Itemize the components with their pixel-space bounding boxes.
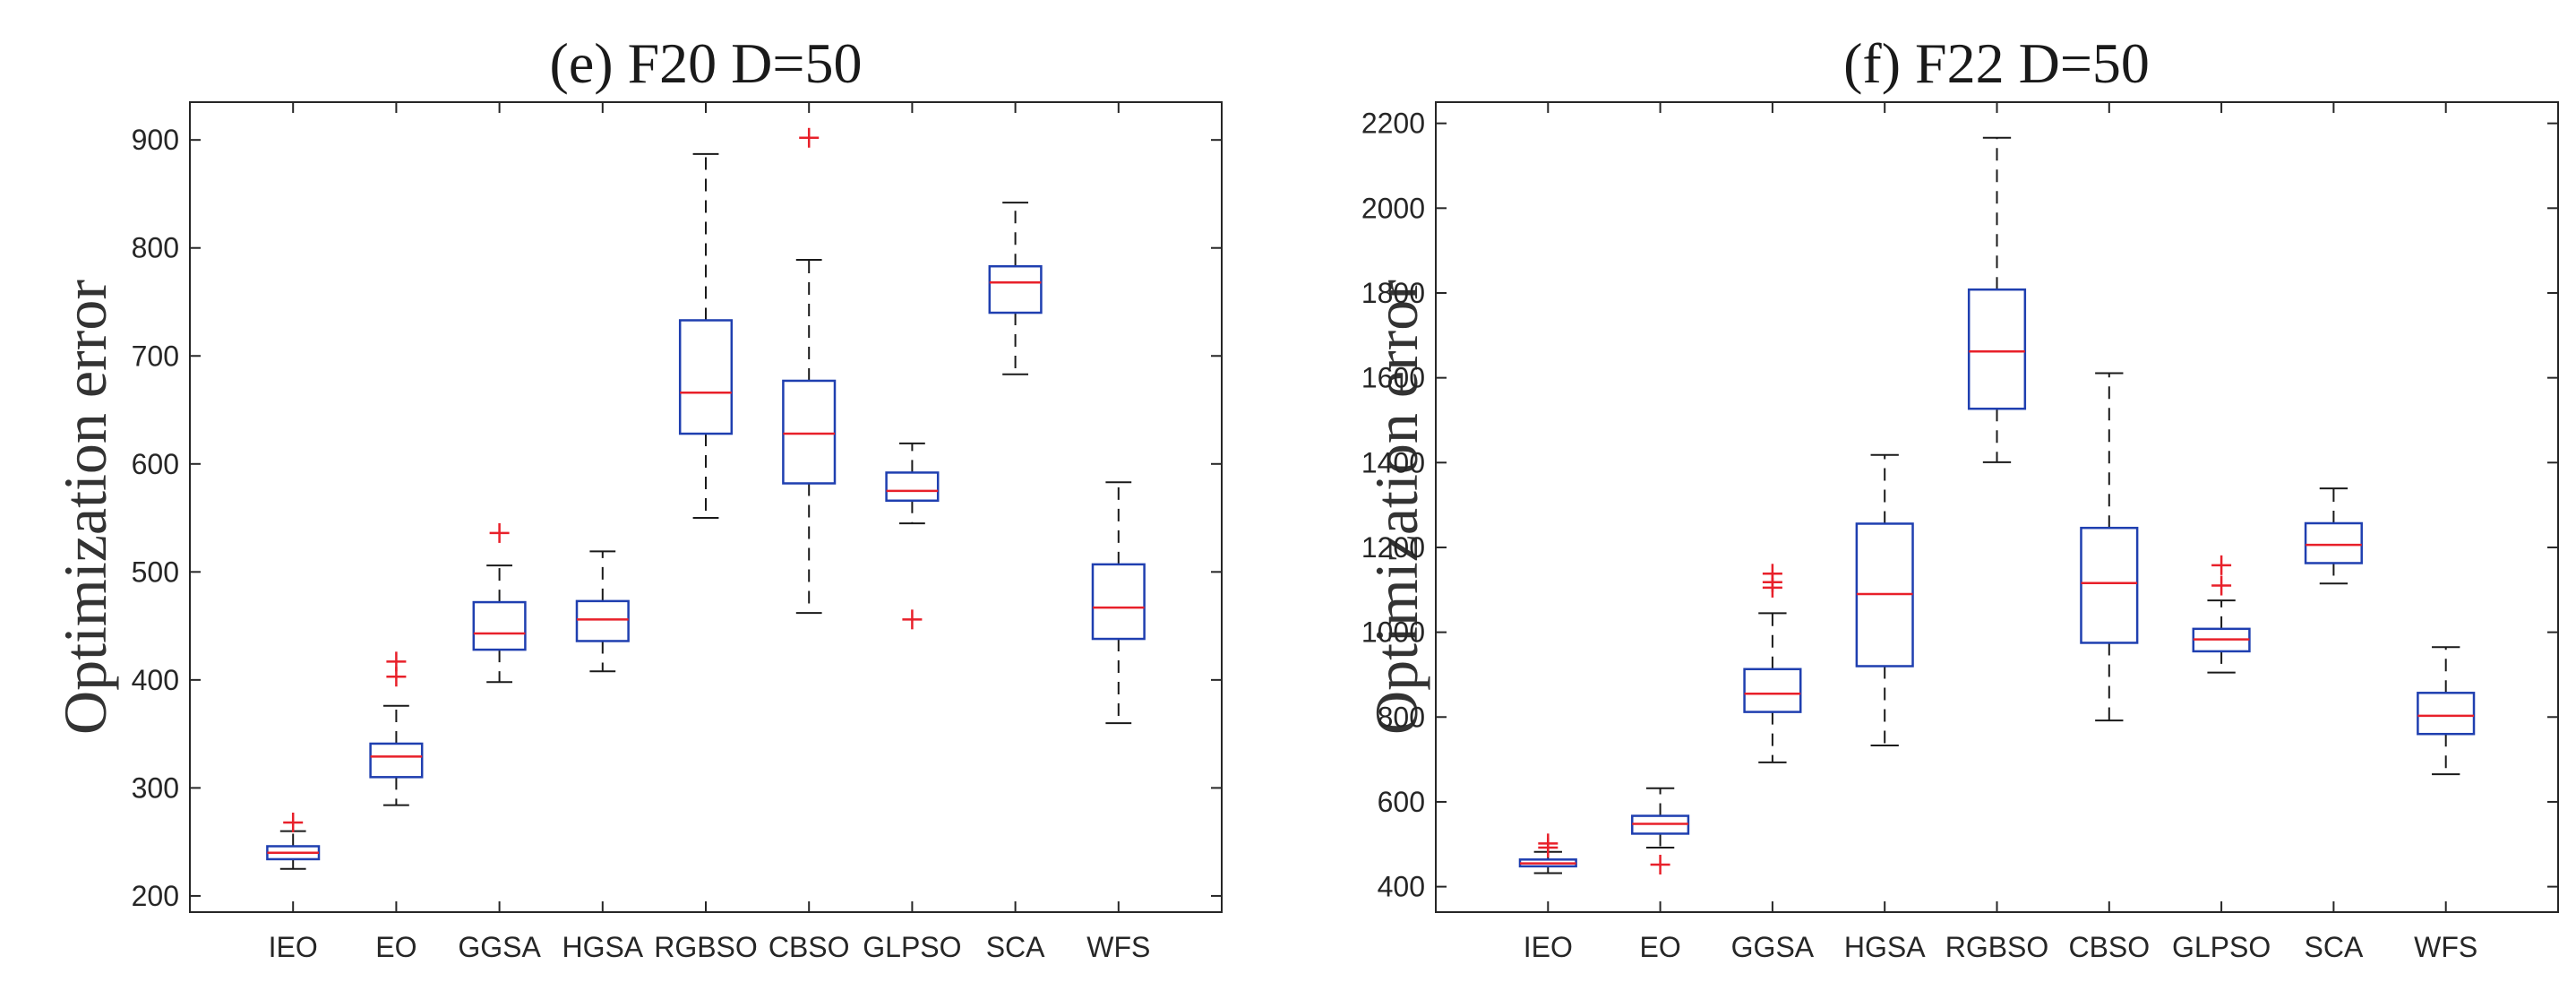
x-tick-label: IEO (269, 931, 318, 963)
x-tick-label: CBSO (2068, 931, 2150, 963)
x-tick-label: IEO (1524, 931, 1573, 963)
x-tick-label: GLPSO (2172, 931, 2271, 963)
y-tick-label: 700 (132, 340, 179, 372)
y-tick-label: 200 (132, 880, 179, 912)
box-ggsa: GGSA (458, 102, 541, 963)
y-tick-label: 1400 (1361, 446, 1425, 478)
box-glpso: GLPSO (2172, 102, 2271, 963)
x-tick-label: SCA (2305, 931, 2364, 963)
iqr-box (678, 319, 734, 435)
y-tick-label: 1600 (1361, 362, 1425, 394)
iqr-box (369, 742, 424, 779)
iqr-box (2080, 526, 2139, 644)
iqr-box (1743, 668, 1802, 713)
y-tick-label: 500 (132, 556, 179, 588)
box-hgsa: HGSA (1844, 102, 1926, 963)
outlier-marker (1650, 854, 1670, 874)
y-tick-label: 600 (132, 448, 179, 480)
y-tick-label: 1000 (1361, 616, 1425, 649)
iqr-box (1091, 563, 1146, 641)
box-eo: EO (1631, 102, 1690, 963)
iqr-box (2304, 521, 2363, 564)
chart-panel-e: (e) F20 D=50 Optimization error 200 300 400 5… (51, 31, 1223, 963)
outlier-marker (283, 812, 304, 832)
y-tick-label: 1200 (1361, 531, 1425, 564)
iqr-box (2417, 692, 2476, 736)
iqr-box (472, 600, 527, 651)
outlier-marker (1762, 564, 1782, 584)
x-tick-label: SCA (986, 931, 1045, 963)
x-tick-label: GGSA (1731, 931, 1815, 963)
y-tick-label: 400 (132, 664, 179, 696)
box-sca: SCA (986, 102, 1045, 963)
x-tick-label: HGSA (1844, 931, 1926, 963)
y-tick-label: 800 (132, 232, 179, 264)
box-eo: EO (369, 102, 424, 963)
chart-title: (f) F22 D=50 (1843, 31, 2150, 95)
y-tick-label: 1800 (1361, 277, 1425, 309)
box-cbso: CBSO (2068, 102, 2150, 963)
outlier-marker (386, 651, 407, 672)
outlier-marker (2211, 555, 2232, 575)
iqr-box (885, 471, 940, 503)
y-tick-label: 300 (132, 771, 179, 804)
x-tick-label: GGSA (458, 931, 541, 963)
chart-title: (e) F20 D=50 (550, 31, 863, 95)
box-glpso: GLPSO (863, 102, 962, 963)
box-ieo: IEO (266, 102, 321, 963)
box-ggsa: GGSA (1731, 102, 1815, 963)
y-tick-label: 400 (1378, 871, 1425, 903)
y-tick-label: 600 (1378, 786, 1425, 818)
x-tick-label: HGSA (562, 931, 643, 963)
box-ieo: IEO (1518, 102, 1577, 963)
outlier-marker (902, 609, 923, 630)
x-tick-label: CBSO (769, 931, 850, 963)
y-tick-label: 2200 (1361, 108, 1425, 140)
outlier-marker (799, 127, 820, 148)
x-tick-label: GLPSO (863, 931, 961, 963)
outlier-marker (489, 522, 510, 543)
x-tick-label: WFS (1086, 931, 1150, 963)
chart-panel-f: (f) F22 D=50 Optimization error 400 600 800 1… (1361, 31, 2559, 963)
iqr-box (1967, 288, 2027, 410)
box-cbso: CBSO (769, 102, 850, 963)
y-axis-label: Optimization error (51, 280, 119, 735)
iqr-box (988, 264, 1043, 314)
box-hgsa: HGSA (562, 102, 644, 963)
box-sca: SCA (2305, 102, 2364, 963)
iqr-box (782, 379, 837, 485)
box-wfs: WFS (1086, 102, 1150, 963)
x-tick-label: WFS (2414, 931, 2477, 963)
y-tick-label: 2000 (1361, 192, 1425, 224)
box-rgbso: RGBSO (1945, 102, 2049, 963)
y-tick-label: 900 (132, 124, 179, 156)
x-tick-label: EO (375, 931, 416, 963)
x-tick-label: RGBSO (654, 931, 758, 963)
outlier-marker (2211, 575, 2232, 596)
box-rgbso: RGBSO (654, 102, 758, 963)
x-tick-label: EO (1639, 931, 1680, 963)
y-tick-label: 800 (1378, 701, 1425, 733)
iqr-box (575, 599, 630, 642)
outlier-marker (1538, 833, 1558, 854)
y-axis-label: Optimization error (1362, 280, 1430, 735)
box-wfs: WFS (2414, 102, 2477, 963)
x-tick-label: RGBSO (1945, 931, 2049, 963)
